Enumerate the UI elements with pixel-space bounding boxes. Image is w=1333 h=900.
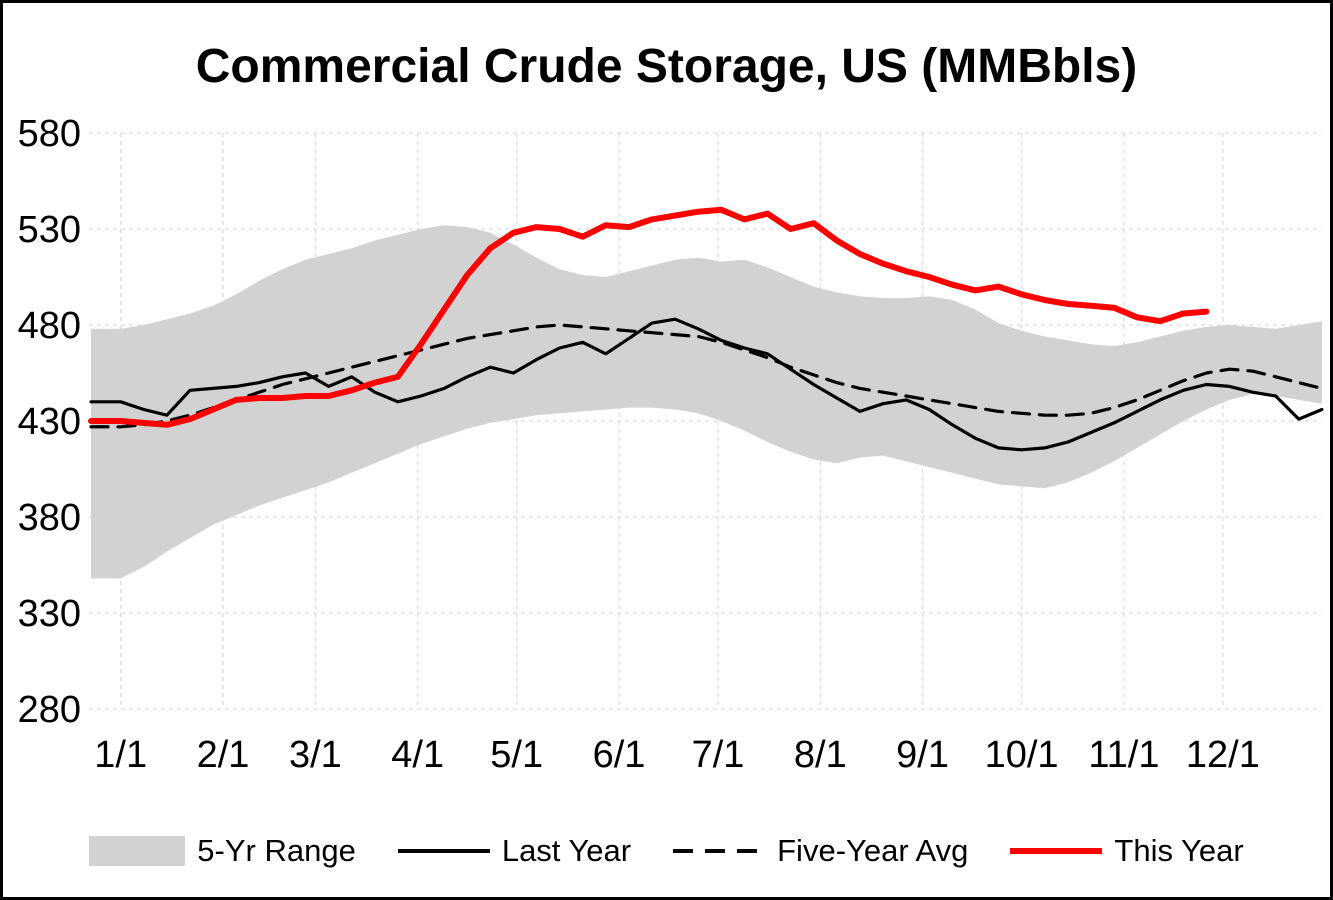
plot-area: 280 330 380 430 480 530 580 1/1 2/1 3/1 4/1 5/1 6/1 7… [18, 113, 1324, 776]
x-axis-tick-label: 8/1 [794, 734, 847, 776]
legend-item-this-year: This Year [1010, 833, 1244, 869]
legend-label-five-year-avg: Five-Year Avg [777, 833, 969, 868]
y-axis-tick-label: 330 [18, 593, 81, 635]
five-year-avg-line [89, 323, 1324, 429]
x-axis-tick-label: 4/1 [391, 734, 444, 776]
x-axis-tick-label: 10/1 [985, 734, 1059, 776]
x-axis-tick-label: 12/1 [1186, 734, 1260, 776]
range-swatch [89, 836, 186, 866]
5-yr-range-band [91, 225, 1322, 579]
legend-label-this-year: This Year [1114, 833, 1244, 868]
x-axis-tick-label: 7/1 [692, 734, 745, 776]
last-year-line [89, 317, 1324, 452]
y-axis-tick-label: 580 [18, 113, 81, 155]
chart-title: Commercial Crude Storage, US (MMBbls) [195, 40, 1138, 93]
x-axis-tick-label: 9/1 [896, 734, 949, 776]
y-axis-tick-label: 530 [18, 209, 81, 251]
x-axis-tick-label: 6/1 [593, 734, 646, 776]
y-axis-tick-label: 480 [18, 305, 81, 347]
legend-label-last-year: Last Year [501, 833, 632, 868]
x-axis-tick-label: 3/1 [289, 734, 342, 776]
legend-item-last-year: Last Year [397, 833, 632, 869]
y-axis-tick-label: 380 [18, 497, 81, 539]
five-year-avg-swatch [673, 849, 766, 853]
x-axis-tick-label: 5/1 [490, 734, 543, 776]
this-year-swatch [1010, 848, 1103, 854]
y-axis-tick-label: 430 [18, 401, 81, 443]
legend-item-five-year-avg: Five-Year Avg [673, 833, 968, 869]
x-axis-tick-label: 11/1 [1088, 734, 1159, 776]
legend: 5-Yr Range Last Year Five-Year Avg This … [3, 833, 1330, 869]
this-year-line [88, 206, 1210, 428]
x-axis-tick-label: 2/1 [197, 734, 250, 776]
x-axis-tick-label: 1/1 [94, 734, 147, 776]
last-year-swatch [397, 849, 490, 853]
legend-label-range: 5-Yr Range [197, 833, 356, 868]
y-axis-tick-label: 280 [18, 689, 81, 731]
legend-item-range: 5-Yr Range [89, 833, 356, 869]
